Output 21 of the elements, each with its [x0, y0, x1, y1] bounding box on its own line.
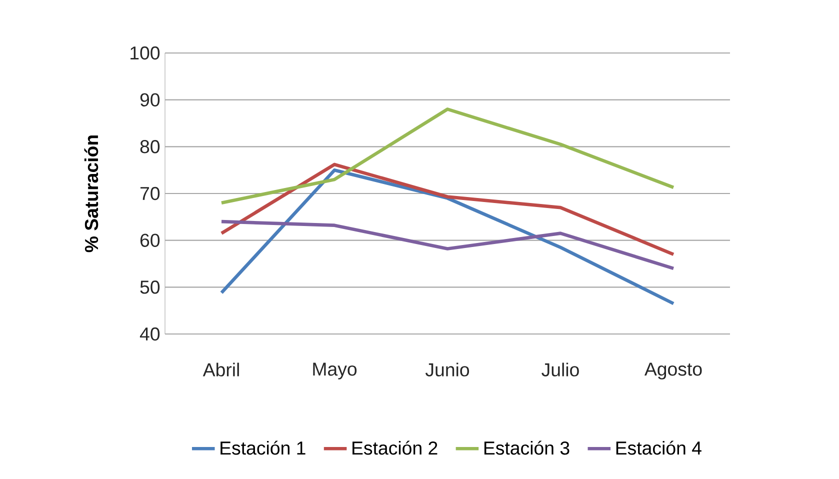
- y-tick-label: 80: [140, 140, 160, 154]
- legend-label: Estación 1: [220, 440, 306, 455]
- y-tick-label: 90: [140, 93, 160, 106]
- line-series: [220, 162, 676, 256]
- y-tick-label: 50: [140, 280, 160, 294]
- y-tick-label: 40: [140, 327, 160, 341]
- y-tick-label: 100: [130, 46, 160, 60]
- y-tick-label: 70: [140, 186, 160, 200]
- legend-label: Estación 2: [352, 440, 438, 455]
- legend-label: Estación 4: [616, 440, 702, 455]
- line-series: [220, 168, 676, 306]
- x-tick-label: Julio: [542, 362, 579, 376]
- legend-label: Estación 3: [484, 440, 570, 455]
- x-tick-label: Agosto: [644, 362, 702, 380]
- x-tick-label: Junio: [425, 362, 470, 376]
- line-series: [220, 108, 676, 205]
- x-tick-label: Abril: [202, 362, 239, 376]
- y-axis-title: % Saturación: [84, 136, 98, 252]
- x-tick-label: Mayo: [313, 362, 357, 380]
- y-tick-label: 60: [140, 234, 160, 247]
- line-series: [220, 220, 676, 270]
